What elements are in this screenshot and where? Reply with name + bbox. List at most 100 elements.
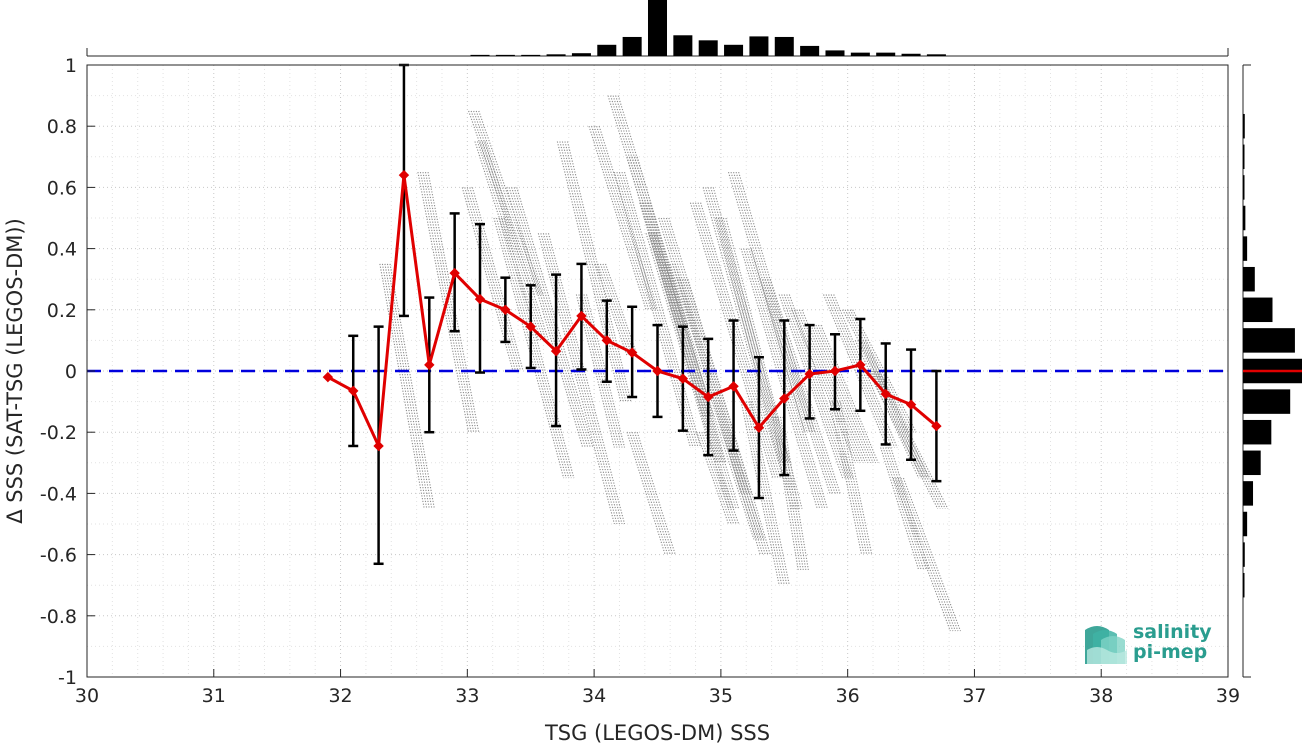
scatter-point-streak xyxy=(471,187,524,372)
binned-mean-markers xyxy=(322,169,942,452)
logo-line1: salinity xyxy=(1133,621,1212,643)
scatter-point-streak xyxy=(828,294,893,448)
scatter-point-streak xyxy=(593,126,652,310)
y-tick-label: -0.6 xyxy=(40,545,77,567)
binned-mean-point xyxy=(576,310,587,322)
wave-logo-icon xyxy=(1085,626,1127,664)
scatter-point-streak xyxy=(605,263,638,356)
scatter-point-streak xyxy=(513,187,591,448)
y-tick-label: -0.2 xyxy=(40,422,77,444)
scatter-point-streak xyxy=(469,187,522,372)
scatter-point-streak xyxy=(516,187,594,448)
scatter-point-streak xyxy=(591,126,650,310)
binned-mean-point xyxy=(449,267,460,279)
top-hist-bar xyxy=(647,0,668,56)
y-axis-label: Δ SSS (SAT-TSG (LEGOS-DM)) xyxy=(3,218,27,524)
right-hist-bar xyxy=(1243,450,1261,476)
scatter-point-streak xyxy=(602,263,636,356)
scatter-point-streak xyxy=(631,432,671,555)
scatter-point-streak xyxy=(743,401,783,586)
y-tick-label: 0.4 xyxy=(47,239,77,261)
scatter-point-streak xyxy=(810,324,869,464)
scatter-point-streak xyxy=(466,187,519,372)
y-tick-label: 1 xyxy=(65,55,77,77)
scatter-point-streak xyxy=(474,141,539,341)
scatter-point-streak xyxy=(667,263,757,540)
scatter-point-streak xyxy=(764,279,836,494)
scatter-point-streak xyxy=(839,401,873,555)
scatter-point-streak xyxy=(634,432,674,555)
scatter-point-streak xyxy=(493,217,565,479)
main-plot-area: 30 31 32 33 34 35 36 37 38 39 1 0.8 0.6 0.4 0.2 0 -0.2 -… xyxy=(40,55,1240,707)
scatter-point-streak xyxy=(596,126,655,310)
scatter-point-streak xyxy=(767,279,839,494)
x-tick-label: 38 xyxy=(1089,685,1113,707)
scatter-point-streak xyxy=(748,401,788,586)
scatter-point-streak xyxy=(677,279,761,555)
right-hist-bar xyxy=(1243,572,1245,598)
scatter-point-streak xyxy=(689,202,774,479)
scatter-point-streak xyxy=(615,95,686,326)
scatter-point-streak xyxy=(384,263,430,509)
binned-mean-point xyxy=(779,393,790,404)
top-hist-bar xyxy=(876,52,896,56)
binned-mean-point xyxy=(931,420,942,432)
scatter-point-streak xyxy=(636,156,714,418)
scatter-point-streak xyxy=(712,187,790,463)
x-tick-label: 34 xyxy=(582,685,606,707)
scatter-point-streak xyxy=(707,187,785,463)
binned-mean-point xyxy=(398,169,410,181)
scatter-point-streak xyxy=(588,126,647,310)
scatter-point-streak xyxy=(740,401,780,586)
scatter-point-streak xyxy=(511,187,589,448)
scatter-point-streak xyxy=(668,217,752,494)
binned-mean-point xyxy=(652,365,663,377)
scatter-points xyxy=(379,95,962,632)
binned-mean-point xyxy=(626,347,638,358)
right-hist-bar xyxy=(1243,175,1245,200)
right-hist-bar xyxy=(1243,236,1248,261)
x-tick-label: 31 xyxy=(202,685,226,707)
top-hist-bar xyxy=(825,50,845,56)
binned-mean-point xyxy=(905,399,917,410)
binned-mean-point xyxy=(880,388,891,400)
scatter-point-streak xyxy=(706,432,740,525)
binned-mean-point xyxy=(373,440,384,452)
top-hist-bar xyxy=(698,40,718,56)
x-tick-label: 37 xyxy=(962,685,986,707)
scatter-point-streak xyxy=(735,171,813,433)
x-tick-label: 33 xyxy=(455,685,479,707)
y-tick-label: 0 xyxy=(65,361,77,383)
scatter-point-streak xyxy=(887,447,927,571)
scatter-point-streak xyxy=(817,324,877,464)
binned-mean-point xyxy=(601,335,612,346)
x-axis-ticks: 30 31 32 33 34 35 36 37 38 39 xyxy=(75,669,1240,707)
scatter-point-streak xyxy=(820,324,879,464)
scatter-point-streak xyxy=(624,171,702,448)
scatter-point-streak xyxy=(669,263,760,540)
scatter-point-streak xyxy=(479,141,544,341)
scatter-point-streak xyxy=(745,401,785,586)
scatter-point-streak xyxy=(687,279,771,555)
scatter-point-streak xyxy=(597,263,631,356)
y-tick-label: 0.8 xyxy=(47,116,77,138)
scatter-point-streak xyxy=(880,447,920,571)
top-hist-bar xyxy=(470,54,490,56)
scatter-point-streak xyxy=(664,263,755,540)
logo-line2: pi-mep xyxy=(1133,641,1207,663)
scatter-point-streak xyxy=(834,401,868,555)
scatter-point-streak xyxy=(427,171,480,433)
scatter-point-streak xyxy=(613,171,691,448)
binned-mean-point xyxy=(728,381,739,392)
y-tick-label: -1 xyxy=(58,667,77,689)
scatter-point-streak xyxy=(646,202,724,463)
scatter-point-streak xyxy=(701,432,735,525)
scatter-point-streak xyxy=(599,263,633,356)
scatter-point-streak xyxy=(422,171,475,433)
top-hist-bar xyxy=(622,36,642,56)
scatter-point-streak xyxy=(812,324,871,464)
top-hist-bar xyxy=(850,52,870,56)
scatter-point-streak xyxy=(424,171,477,433)
top-hist-bar xyxy=(749,36,769,56)
right-hist-bar xyxy=(1243,419,1272,445)
